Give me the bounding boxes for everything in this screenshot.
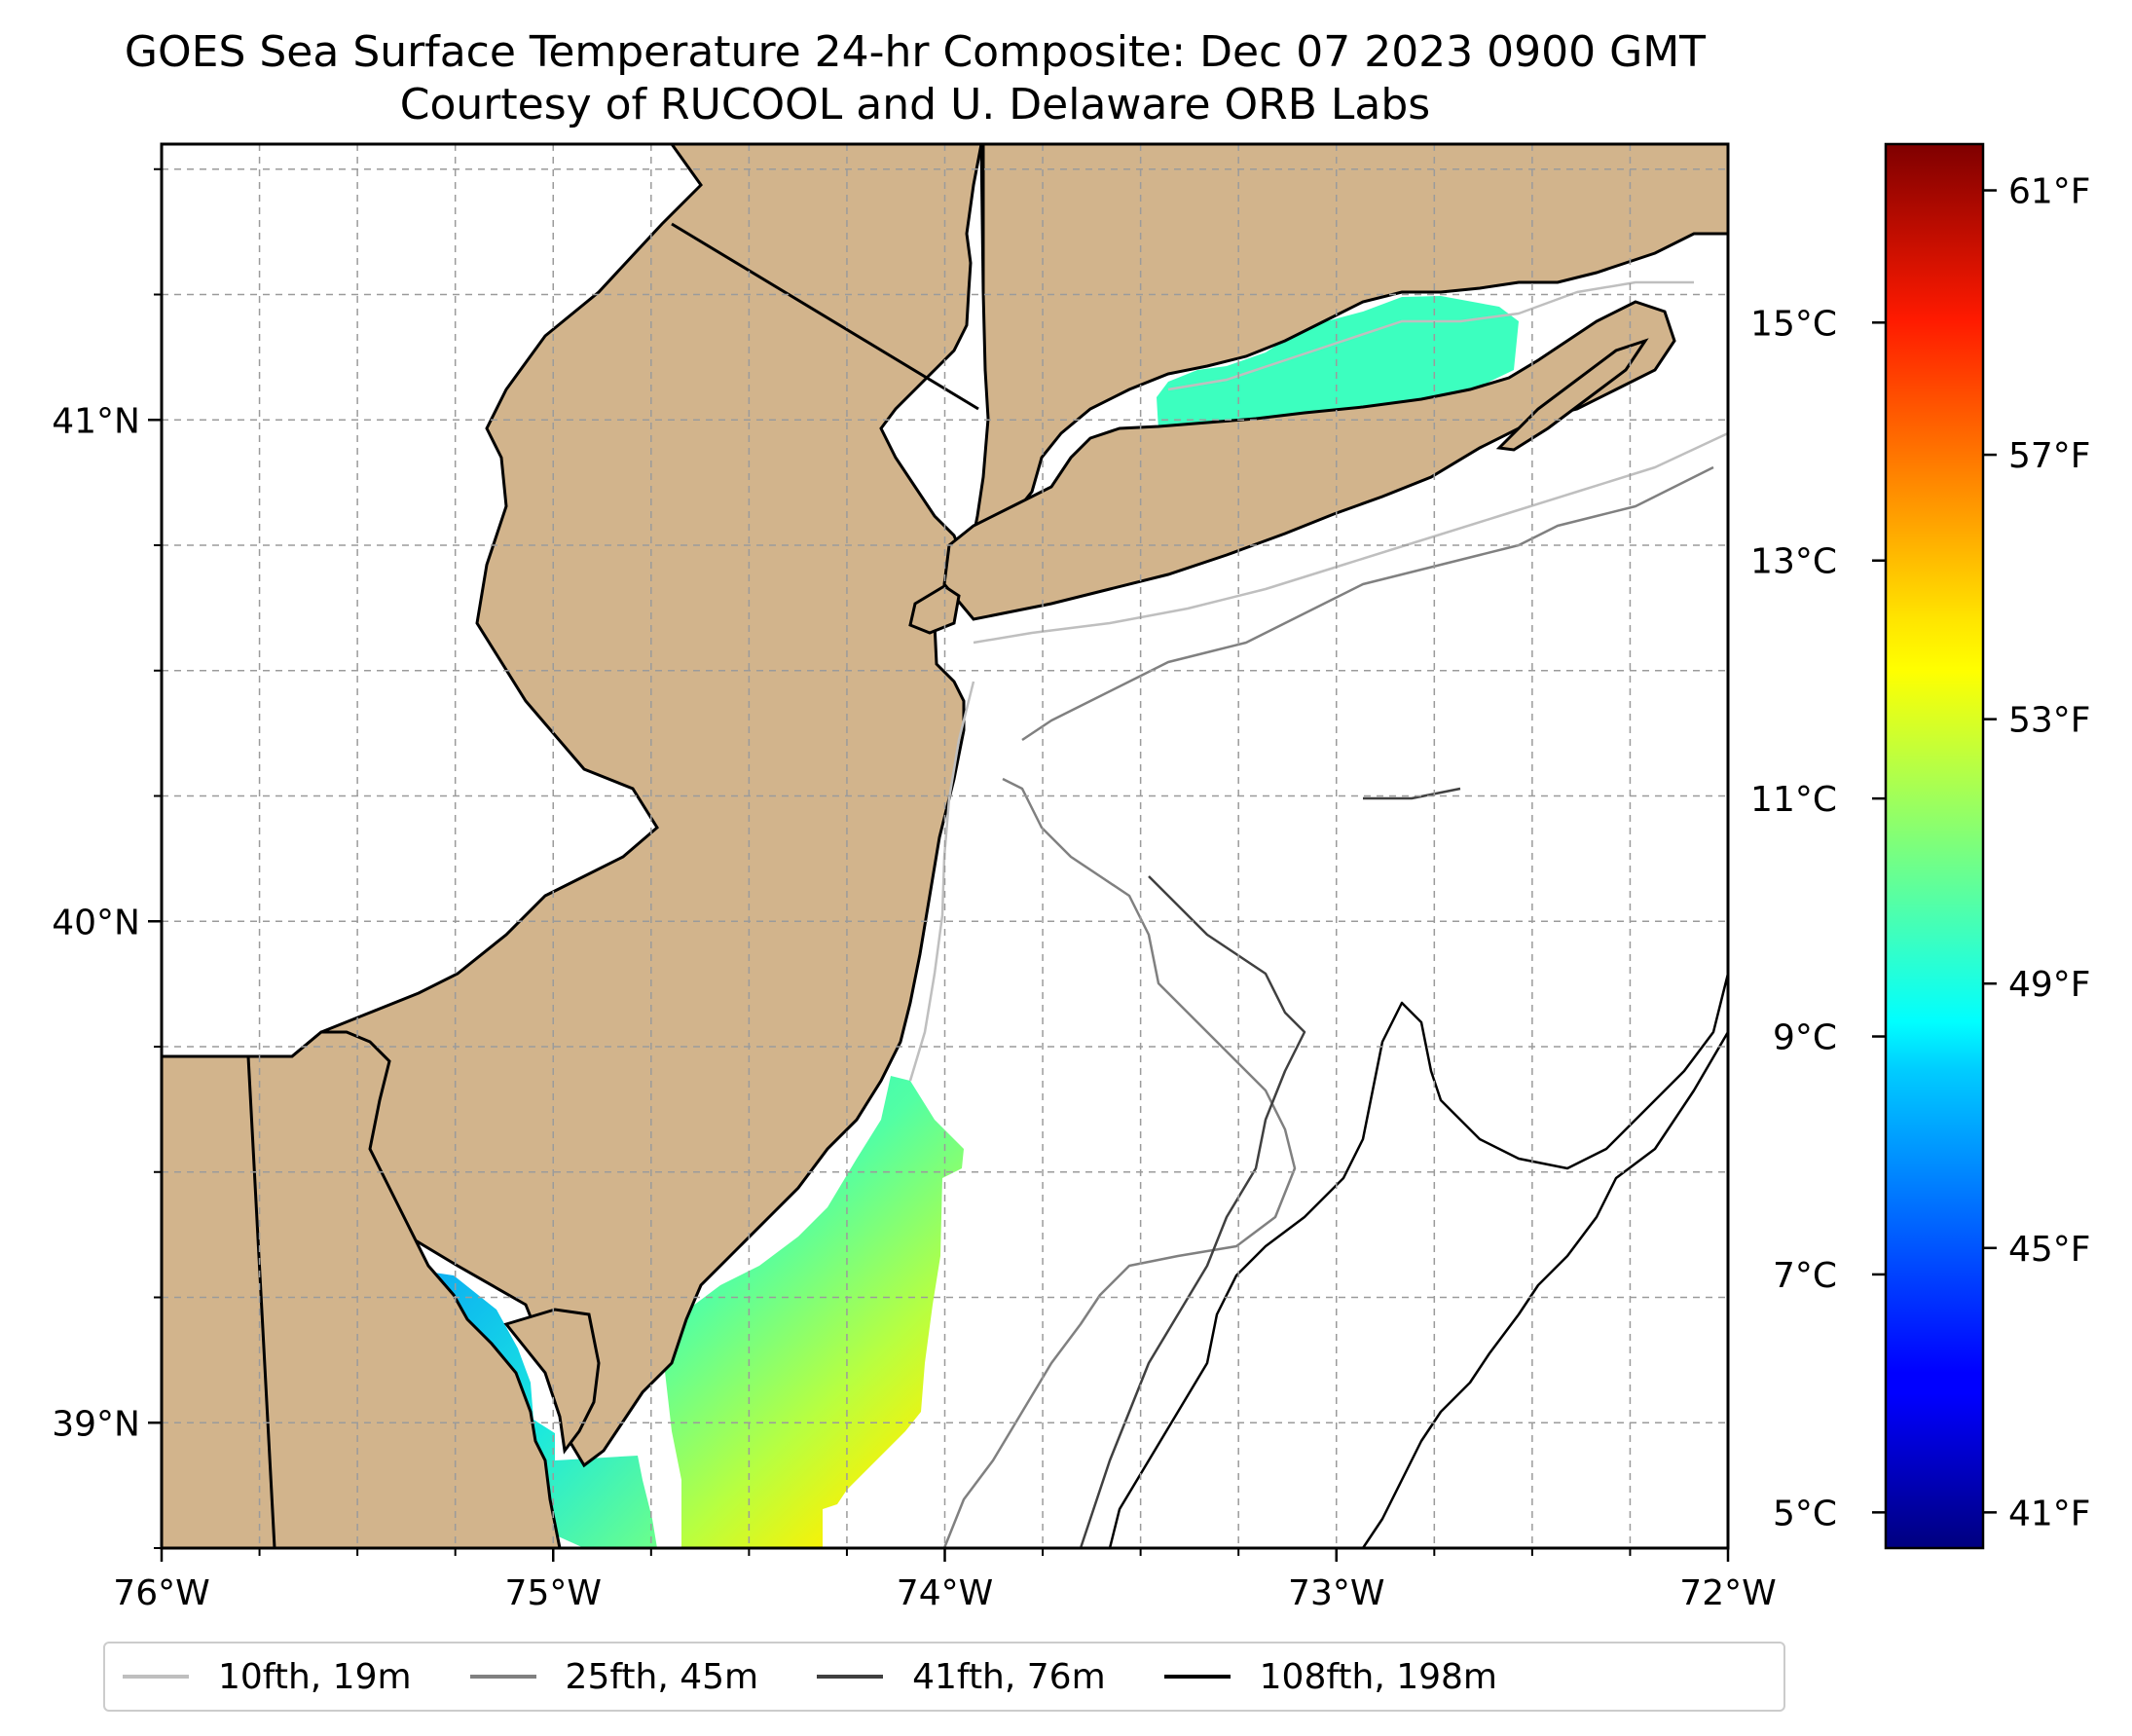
isobath-45m xyxy=(942,465,1714,1548)
y-tick-label: 39°N xyxy=(52,1404,140,1444)
colorbar-c-label: 13°C xyxy=(1750,542,1837,582)
colorbar-ticks: 5°C 7°C 9°C 11°C 13°C 15°C 41°F 45°F 49°F 53°F 57°… xyxy=(1750,172,2090,1534)
legend-label: 25fth, 45m xyxy=(565,1656,759,1697)
colorbar-f-label: 45°F xyxy=(2008,1230,2091,1270)
legend-line-swatch xyxy=(817,1675,884,1679)
colorbar-f-label: 61°F xyxy=(2008,172,2091,212)
isobath-76m xyxy=(1079,787,1461,1548)
colorbar-c-label: 15°C xyxy=(1750,304,1837,344)
map-content xyxy=(162,144,1728,1548)
legend-label: 41fth, 76m xyxy=(912,1656,1106,1697)
map-gridlines xyxy=(162,144,1728,1548)
legend-line-swatch xyxy=(123,1675,189,1679)
land-long-island xyxy=(942,300,1676,621)
legend-label: 108fth, 198m xyxy=(1259,1656,1497,1697)
isobath-19m xyxy=(908,280,1728,1082)
contour-legend: 10fth, 19m 25fth, 45m 41fth, 76m 108fth, 19… xyxy=(103,1642,1785,1712)
sst-shelf-waters xyxy=(664,1076,964,1548)
colorbar-c-label: 7°C xyxy=(1773,1256,1837,1296)
land-staten-island xyxy=(908,584,961,635)
colorbar-f-label: 49°F xyxy=(2008,965,2091,1005)
isobath-198m xyxy=(1108,973,1728,1548)
x-tick-label: 75°W xyxy=(505,1573,602,1613)
legend-item: 10fth, 19m xyxy=(123,1657,412,1697)
colorbar-c-label: 11°C xyxy=(1750,780,1837,820)
colorbar-f-label: 41°F xyxy=(2008,1494,2091,1533)
y-tick-label: 41°N xyxy=(52,401,140,441)
legend-label: 10fth, 19m xyxy=(218,1656,412,1697)
legend-line-swatch xyxy=(469,1675,536,1679)
x-tick-label: 72°W xyxy=(1679,1573,1776,1613)
map-title: GOES Sea Surface Temperature 24-hr Compo… xyxy=(124,27,1707,77)
bathymetry-contours xyxy=(908,280,1728,1548)
colorbar-c-label: 5°C xyxy=(1773,1494,1837,1533)
y-tick-label: 40°N xyxy=(52,903,140,942)
state-borders xyxy=(162,144,985,1548)
map-subtitle: Courtesy of RUCOOL and U. Delaware ORB L… xyxy=(399,80,1431,129)
x-tick-label: 76°W xyxy=(113,1573,209,1613)
land-delaware xyxy=(162,1030,562,1548)
legend-item: 41fth, 76m xyxy=(817,1657,1106,1697)
colorbar-c-label: 9°C xyxy=(1773,1018,1837,1058)
x-tick-label: 74°W xyxy=(897,1573,993,1613)
land-cape-may xyxy=(503,1308,601,1455)
map-axes: 76°W 75°W 74°W 73°W 72°W 39°N 40°N 41°N xyxy=(52,167,1777,1613)
legend-item: 108fth, 198m xyxy=(1163,1656,1497,1697)
legend-line-swatch xyxy=(1163,1675,1231,1679)
legend-item: 25fth, 45m xyxy=(469,1656,759,1697)
colorbar xyxy=(1884,142,1985,1550)
colorbar-f-label: 57°F xyxy=(2008,436,2091,476)
land-north-fork xyxy=(1495,338,1649,452)
x-tick-label: 73°W xyxy=(1288,1573,1384,1613)
colorbar-f-label: 53°F xyxy=(2008,701,2091,741)
